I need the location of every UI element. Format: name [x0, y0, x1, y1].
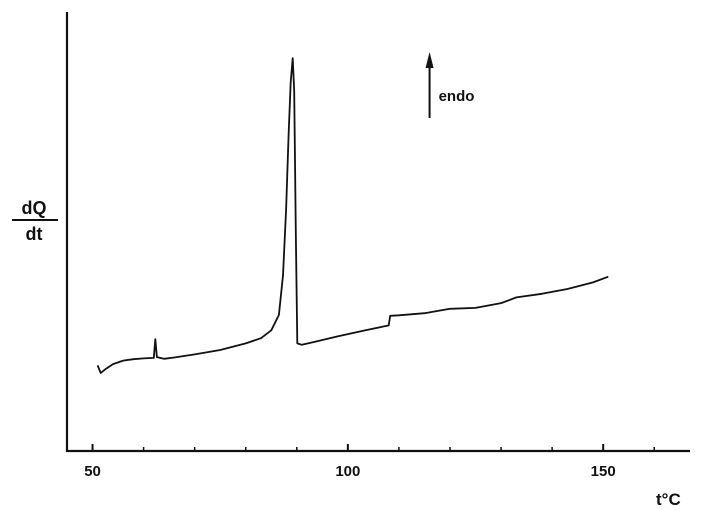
x-tick-label: 100 — [335, 463, 360, 480]
endo-label: endo — [439, 88, 475, 105]
x-tick-labels: 50 100 150 — [84, 463, 616, 480]
arrow-head-icon — [425, 52, 434, 68]
x-ticks — [91, 444, 656, 451]
y-axis-label-numerator: dQ — [22, 198, 47, 218]
x-tick-label: 150 — [591, 463, 616, 480]
endo-annotation: endo — [425, 52, 475, 118]
y-axis-label-denominator: dt — [26, 224, 43, 244]
x-axis-label: t°C — [656, 490, 681, 509]
x-tick-label: 50 — [84, 463, 101, 480]
dsc-curve — [96, 57, 609, 374]
